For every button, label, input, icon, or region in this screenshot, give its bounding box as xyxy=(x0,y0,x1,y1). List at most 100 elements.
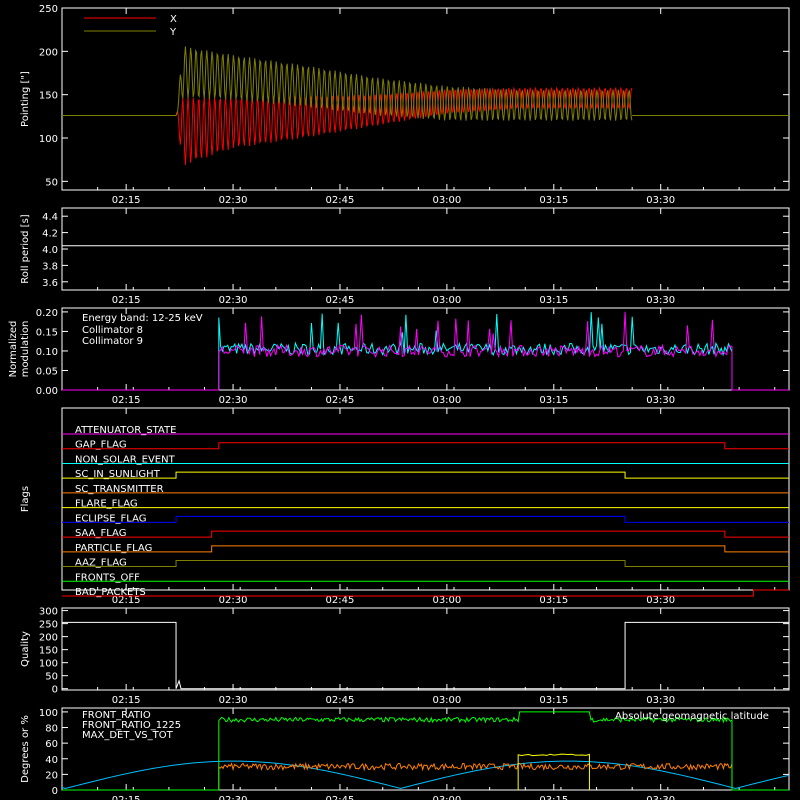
flag-label-bad-packets: BAD_PACKETS xyxy=(75,587,146,598)
plot-frame xyxy=(61,207,790,291)
x-tick-label: 03:30 xyxy=(646,695,675,706)
x-tick-label: 02:45 xyxy=(326,795,355,800)
x-tick-label: 03:15 xyxy=(539,395,568,406)
x-tick-label: 03:30 xyxy=(646,195,675,206)
legend-label-y: Y xyxy=(169,27,177,38)
x-tick-label: 03:30 xyxy=(646,595,675,606)
y-tick-label: 3.8 xyxy=(42,261,58,272)
x-tick-label: 03:00 xyxy=(432,295,461,306)
x-tick-label: 02:15 xyxy=(112,395,141,406)
quality-line xyxy=(62,621,789,690)
x-tick-label: 02:30 xyxy=(219,295,248,306)
x-tick-label: 03:30 xyxy=(646,295,675,306)
x-tick-label: 03:00 xyxy=(432,795,461,800)
panel-1: 02:15 02:30 02:45 03:00 03:15 03:30 Pointing [… xyxy=(20,4,790,206)
x-tick-label: 03:15 xyxy=(539,795,568,800)
y-tick-label: 60 xyxy=(45,739,58,750)
y-axis-label: Normalized xyxy=(8,321,19,378)
y-axis-label: Flags xyxy=(20,486,31,512)
x-tick-label: 03:00 xyxy=(432,595,461,606)
flag-label-flare-flag: FLARE_FLAG xyxy=(75,499,138,510)
x-tick-label: 03:30 xyxy=(646,395,675,406)
front-ratio-1225-line xyxy=(62,711,789,791)
y-tick-label: 0.15 xyxy=(36,327,58,338)
flag-line-sc-in-sunlight xyxy=(62,471,789,479)
y-tick-label: 50 xyxy=(45,672,58,683)
y-axis-label: modulation xyxy=(20,321,31,378)
x-tick-label: 02:15 xyxy=(112,295,141,306)
panel-4: 02:15 02:30 02:45 03:00 03:15 03:30 Flags xyxy=(20,407,790,606)
y-axis-label: Pointing ["] xyxy=(20,71,31,127)
x-tick-label: 02:30 xyxy=(219,195,248,206)
x-tick-label: 03:15 xyxy=(539,295,568,306)
y-tick-label: 0.10 xyxy=(36,347,58,358)
y-tick-label: 80 xyxy=(45,724,58,735)
x-tick-label: 02:15 xyxy=(112,795,141,800)
y-axis-label: Degrees or % xyxy=(20,715,31,783)
flag-label-fronts-off: FRONTS_OFF xyxy=(75,572,140,583)
y-tick-label: 50 xyxy=(45,177,58,188)
x-tick-label: 03:00 xyxy=(432,695,461,706)
flag-label-particle-flag: PARTICLE_FLAG xyxy=(75,543,152,554)
x-tick-label: 03:15 xyxy=(539,195,568,206)
flag-line-bad-packets xyxy=(62,589,789,597)
x-tick-label: 03:15 xyxy=(539,695,568,706)
x-tick-label: 02:30 xyxy=(219,395,248,406)
flag-label-attenuator-state: ATTENUATOR_STATE xyxy=(75,425,176,436)
plot-frame xyxy=(61,607,790,691)
x-tick-label: 02:45 xyxy=(326,195,355,206)
flag-label-aaz-flag: AAZ_FLAG xyxy=(75,558,127,569)
y-tick-label: 150 xyxy=(39,91,58,102)
legend-label-collimator-8: Collimator 8 xyxy=(82,325,143,336)
flag-line-saa-flag xyxy=(62,530,789,538)
y-tick-label: 250 xyxy=(39,620,58,631)
x-tick-label: 02:45 xyxy=(326,595,355,606)
y-axis-label: Roll period [s] xyxy=(20,214,31,283)
x-tick-label: 02:15 xyxy=(112,595,141,606)
flag-label-saa-flag: SAA_FLAG xyxy=(75,528,126,539)
x-tick-label: 02:30 xyxy=(219,595,248,606)
flag-line-particle-flag xyxy=(62,545,789,553)
y-tick-label: 200 xyxy=(39,47,58,58)
panel-6: 02:15 02:30 02:45 03:00 03:15 03:30 Degrees or… xyxy=(20,707,790,800)
energy-band-annotation: Energy band: 12-25 keV xyxy=(82,313,203,324)
x-tick-label: 02:45 xyxy=(326,695,355,706)
latitude-annotation: Absolute geomagnetic latitude xyxy=(615,711,769,722)
y-tick-label: 20 xyxy=(45,770,58,781)
y-tick-label: 0.20 xyxy=(36,308,58,319)
y-tick-label: 100 xyxy=(39,659,58,670)
x-tick-label: 03:15 xyxy=(539,595,568,606)
y-tick-label: 100 xyxy=(39,708,58,719)
x-tick-label: 02:45 xyxy=(326,295,355,306)
flag-line-eclipse-flag xyxy=(62,515,789,523)
latitude-line xyxy=(61,760,790,789)
x-tick-label: 03:00 xyxy=(432,395,461,406)
panel-5: 02:15 02:30 02:45 03:00 03:15 03:30 Quality 0 50… xyxy=(20,607,790,706)
y-tick-label: 40 xyxy=(45,755,58,766)
x-tick-label: 02:15 xyxy=(112,695,141,706)
y-tick-label: 250 xyxy=(39,4,58,15)
flag-line-gap-flag xyxy=(62,442,789,450)
x-tick-label: 02:15 xyxy=(112,195,141,206)
panel-3: 02:15 02:30 02:45 03:00 03:15 03:30 Normalized… xyxy=(8,307,790,406)
x-tick-label: 02:45 xyxy=(326,395,355,406)
y-tick-label: 3.6 xyxy=(42,278,58,289)
flag-label-sc-transmitter: SC_TRANSMITTER xyxy=(75,484,164,495)
legend-label-front-ratio-1225: FRONT_RATIO_1225 xyxy=(82,720,181,731)
legend-label-x: X xyxy=(170,14,177,25)
y-axis-label: Quality xyxy=(20,631,31,667)
y-tick-label: 200 xyxy=(39,633,58,644)
plot-frame xyxy=(61,407,790,591)
x-tick-label: 03:30 xyxy=(646,795,675,800)
y-tick-label: 4.4 xyxy=(42,212,58,223)
series-y-line xyxy=(175,46,633,121)
x-tick-label: 02:30 xyxy=(219,795,248,800)
legend-label-front-ratio: FRONT_RATIO xyxy=(82,710,151,721)
series-collimator-8 xyxy=(62,312,789,391)
max-det-vs-tot-line xyxy=(62,761,789,791)
flag-label-non-solar-event: NON_SOLAR_EVENT xyxy=(75,454,176,465)
y-tick-label: 0 xyxy=(52,786,58,797)
y-tick-label: 300 xyxy=(39,607,58,618)
y-tick-label: 0.00 xyxy=(36,386,58,397)
y-tick-label: 150 xyxy=(39,646,58,657)
